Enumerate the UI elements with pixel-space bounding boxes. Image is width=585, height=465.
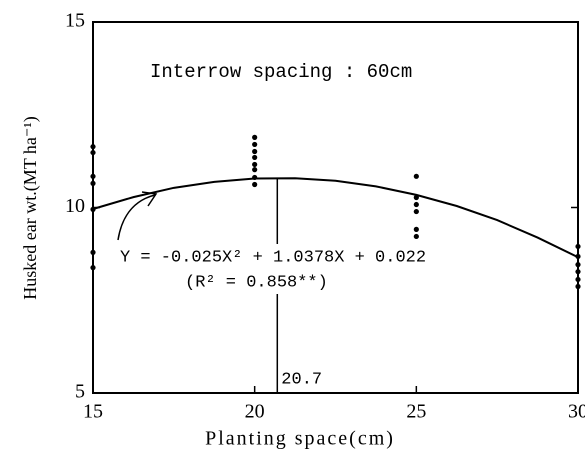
data-point — [90, 249, 96, 255]
data-point — [575, 269, 581, 275]
data-point — [575, 243, 581, 250]
data-point — [90, 173, 96, 179]
x-tick-label: 15 — [83, 401, 103, 423]
y-tick-label: 10 — [65, 195, 85, 217]
data-point — [252, 161, 258, 168]
data-point — [90, 144, 96, 150]
x-tick-label: 25 — [406, 401, 426, 423]
data-point — [413, 208, 419, 215]
optimum-label: 20.7 — [281, 370, 322, 389]
r-squared: (R² = 0.858**) — [185, 273, 328, 292]
data-point — [575, 276, 581, 283]
data-point — [252, 134, 258, 140]
data-point — [90, 180, 96, 186]
data-point — [252, 167, 258, 173]
y-tick-label: 5 — [75, 381, 85, 403]
x-axis-label: Planting space(cm) — [205, 428, 395, 450]
fit-curve — [92, 177, 579, 259]
data-point — [252, 174, 258, 181]
y-axis-label: Husked ear wt.(MT ha⁻¹) — [20, 116, 41, 300]
annotation: Interrow spacing : 60cm — [150, 61, 412, 83]
data-point — [575, 283, 581, 290]
data-point — [252, 181, 258, 188]
data-point — [413, 226, 419, 232]
equation: Y = -0.025X² + 1.0378X + 0.022 — [120, 248, 426, 267]
arrow — [117, 191, 158, 241]
y-tick-label: 15 — [65, 10, 85, 32]
data-point — [575, 253, 581, 260]
data-point — [252, 148, 258, 155]
data-point — [413, 233, 419, 240]
data-point — [252, 154, 258, 161]
data-point — [90, 206, 96, 212]
data-point — [575, 262, 581, 268]
x-tick-label: 20 — [245, 401, 265, 423]
data-point — [90, 149, 96, 156]
data-point — [90, 265, 96, 271]
data-point — [252, 141, 258, 148]
x-tick-label: 30 — [568, 401, 585, 423]
data-point — [413, 201, 419, 208]
data-point — [413, 173, 419, 179]
data-point — [413, 194, 419, 201]
